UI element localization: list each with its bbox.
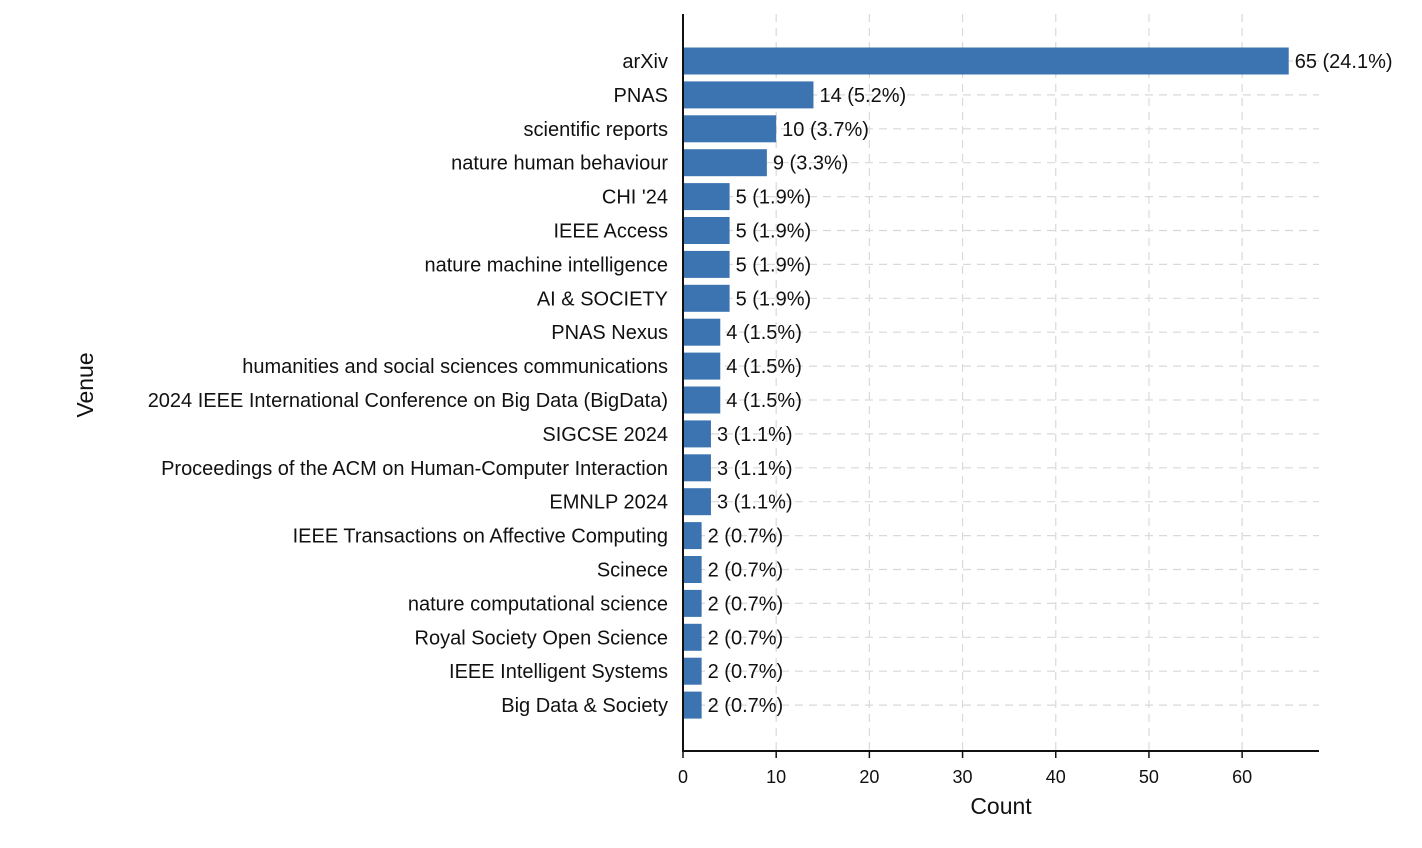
bar <box>683 115 777 143</box>
bar-value-label: 5 (1.9%) <box>736 187 812 209</box>
data-labels: 65 (24.1%) 14 (5.2%) 10 (3.7%) 9 (3.3%) 5 (1… <box>708 51 1393 717</box>
bar <box>683 284 730 312</box>
bar-value-label: 3 (1.1%) <box>717 492 793 514</box>
category-label: nature human behaviour <box>451 153 668 175</box>
x-tick-label: 20 <box>859 767 879 787</box>
bar-value-label: 10 (3.7%) <box>782 119 869 141</box>
category-label: nature machine intelligence <box>425 254 669 276</box>
bar <box>683 488 711 516</box>
bar-value-label: 9 (3.3%) <box>773 153 849 175</box>
category-label: IEEE Access <box>554 221 669 243</box>
category-label: AI & SOCIETY <box>537 288 668 310</box>
x-tick-label: 60 <box>1232 767 1252 787</box>
bar-value-label: 4 (1.5%) <box>726 390 802 412</box>
bar <box>683 318 721 346</box>
bar-value-label: 2 (0.7%) <box>708 695 784 717</box>
bar-value-label: 4 (1.5%) <box>726 322 802 344</box>
bar <box>683 217 730 244</box>
x-tick-label: 30 <box>953 767 973 787</box>
bar-value-label: 65 (24.1%) <box>1295 51 1393 73</box>
bar-value-label: 2 (0.7%) <box>708 593 784 615</box>
category-label: Proceedings of the ACM on Human-Computer… <box>161 458 668 480</box>
x-axis-title: Count <box>970 793 1032 819</box>
category-label: scientific reports <box>524 119 669 141</box>
category-label: Big Data & Society <box>501 695 668 717</box>
category-label: SIGCSE 2024 <box>542 424 668 446</box>
bar-value-label: 2 (0.7%) <box>708 627 784 649</box>
bar-value-label: 5 (1.9%) <box>736 221 812 243</box>
category-label: PNAS <box>614 85 668 107</box>
category-label: IEEE Intelligent Systems <box>449 661 668 683</box>
bar <box>683 250 730 278</box>
bar <box>683 420 711 448</box>
bar <box>683 149 767 177</box>
bar <box>683 657 702 685</box>
bar-value-label: 5 (1.9%) <box>736 288 812 310</box>
category-label: 2024 IEEE International Conference on Bi… <box>148 390 668 412</box>
category-label: Royal Society Open Science <box>415 627 668 649</box>
bar <box>683 183 730 211</box>
bar <box>683 81 814 109</box>
category-label: CHI '24 <box>602 187 668 209</box>
bar-value-label: 3 (1.1%) <box>717 458 793 480</box>
bar <box>683 589 702 617</box>
bar-value-label: 2 (0.7%) <box>708 560 784 582</box>
category-label: nature computational science <box>408 593 668 615</box>
x-tick-label: 50 <box>1139 767 1159 787</box>
bar <box>683 522 702 550</box>
category-label: EMNLP 2024 <box>549 492 668 514</box>
x-tick-label: 40 <box>1046 767 1066 787</box>
bars <box>683 47 1289 719</box>
bar-value-label: 2 (0.7%) <box>708 661 784 683</box>
x-axis-ticks: 0 10 20 30 40 50 60 <box>678 751 1252 787</box>
bar <box>683 47 1289 75</box>
category-label: Scinece <box>597 560 668 582</box>
axes <box>682 14 1319 752</box>
category-label: IEEE Transactions on Affective Computing <box>293 526 668 548</box>
bar <box>683 386 721 414</box>
category-labels: arXiv PNAS scientific reports nature human … <box>148 51 669 717</box>
bar-value-label: 4 (1.5%) <box>726 356 802 378</box>
bar-value-label: 5 (1.9%) <box>736 254 812 276</box>
bar-value-label: 3 (1.1%) <box>717 424 793 446</box>
bar <box>683 623 702 651</box>
bar <box>683 556 702 583</box>
bar-value-label: 14 (5.2%) <box>819 85 906 107</box>
category-label: humanities and social sciences communica… <box>242 356 668 378</box>
bar-value-label: 2 (0.7%) <box>708 526 784 548</box>
y-axis-title: Venue <box>72 352 98 417</box>
bar <box>683 454 711 482</box>
bar <box>683 352 721 380</box>
category-label: arXiv <box>622 51 668 73</box>
x-tick-label: 0 <box>678 767 688 787</box>
bar <box>683 691 702 719</box>
category-label: PNAS Nexus <box>551 322 668 344</box>
x-tick-label: 10 <box>766 767 786 787</box>
